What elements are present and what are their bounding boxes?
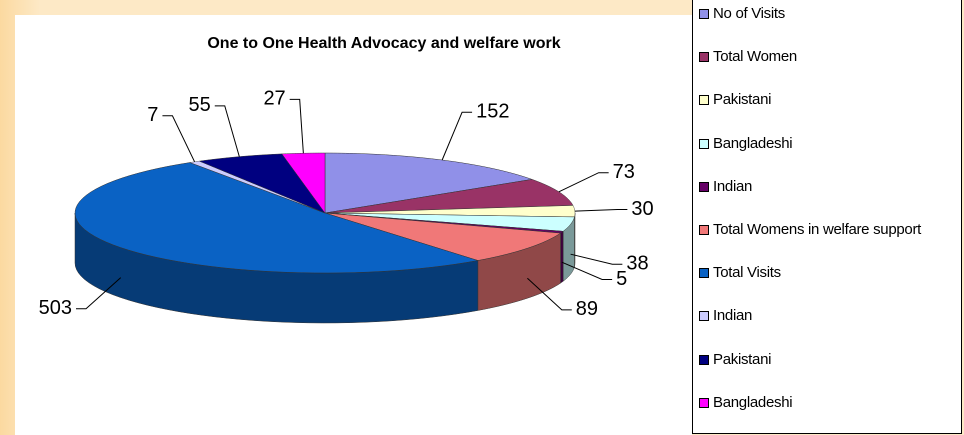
legend-swatch xyxy=(699,95,709,106)
data-label: 7 xyxy=(147,104,158,126)
chart-title: One to One Health Advocacy and welfare w… xyxy=(207,35,560,52)
pie-slice xyxy=(324,212,562,261)
leader-line xyxy=(561,261,613,280)
data-label: 89 xyxy=(576,298,598,320)
pie-slice xyxy=(188,160,326,214)
legend-label: Pakistani xyxy=(713,91,772,109)
leader-line xyxy=(289,98,304,154)
legend-label: Indian xyxy=(713,177,753,195)
pie-slice xyxy=(324,179,574,214)
data-label: 73 xyxy=(613,161,635,183)
legend-swatch xyxy=(699,397,709,408)
leader-line xyxy=(574,209,628,212)
legend-label: Total Women xyxy=(713,48,797,66)
leader-line xyxy=(558,172,609,193)
legend-swatch xyxy=(699,9,709,19)
legend-label: No of Visits xyxy=(713,5,785,22)
data-label: 5 xyxy=(616,268,627,290)
leader-line xyxy=(527,277,572,311)
legend-item: Pakistani xyxy=(699,92,957,107)
data-label: 38 xyxy=(626,253,648,275)
legend-item: Total Womens in welfare support xyxy=(699,222,957,237)
legend-label: Bangladeshi xyxy=(713,134,793,152)
leader-line xyxy=(76,277,122,310)
pie-slice xyxy=(324,152,533,214)
chart: One to One Health Advocacy and welfare w… xyxy=(39,35,654,324)
legend-label: Total Visits xyxy=(713,264,781,282)
legend-item: Bangladeshi xyxy=(699,395,957,410)
pie-side xyxy=(560,230,564,284)
legend-label: Pakistani xyxy=(713,350,772,368)
data-label: 30 xyxy=(631,198,653,220)
legend-label: Indian xyxy=(713,307,753,325)
legend-item: Indian xyxy=(699,308,957,323)
legend-swatch xyxy=(699,52,709,63)
legend-label: Bangladeshi xyxy=(713,393,793,411)
legend-item: Pakistani xyxy=(699,352,957,367)
legend-item: Total Women xyxy=(699,49,957,64)
legend-swatch xyxy=(699,181,709,192)
legend-swatch xyxy=(699,354,709,365)
leader-line xyxy=(441,111,473,161)
data-label: 27 xyxy=(263,88,285,110)
data-label: 503 xyxy=(39,297,72,319)
leader-line xyxy=(162,115,196,163)
legend-item: Indian xyxy=(699,179,957,194)
legend-swatch xyxy=(699,225,709,235)
data-label: 55 xyxy=(189,94,211,116)
legend-label: Total Womens in welfare support xyxy=(713,221,922,238)
leader-line xyxy=(570,253,623,265)
legend-swatch xyxy=(699,311,709,322)
legend-swatch xyxy=(699,138,709,149)
legend-swatch xyxy=(699,268,709,279)
legend: No of Visits Total Women Pakistani Banglade… xyxy=(692,0,962,434)
data-label: 152 xyxy=(476,101,509,123)
legend-item: No of Visits xyxy=(699,6,957,21)
pie-slice xyxy=(74,162,478,274)
legend-item: Total Visits xyxy=(699,265,957,280)
leader-line xyxy=(214,105,240,157)
pie-tops xyxy=(74,152,576,274)
legend-item: Bangladeshi xyxy=(699,136,957,151)
